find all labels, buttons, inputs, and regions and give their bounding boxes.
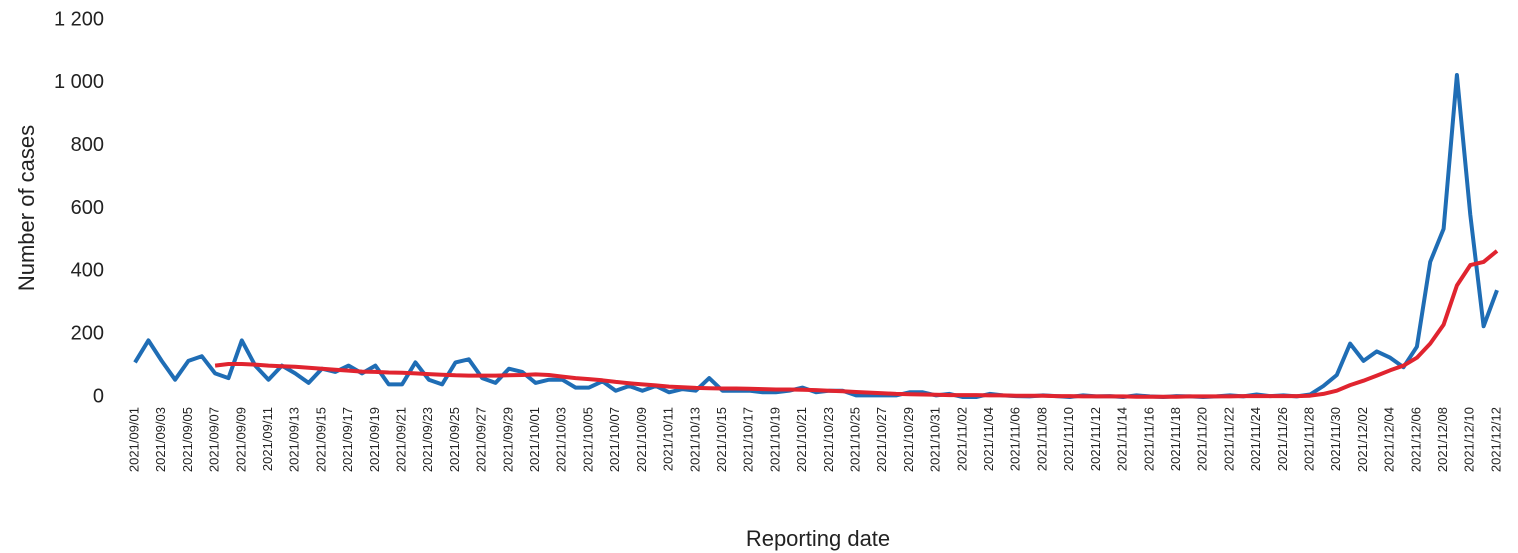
x-tick-label: 2021/09/27 — [474, 407, 489, 472]
x-tick-label: 2021/11/18 — [1168, 407, 1183, 471]
x-tick-label: 2021/10/25 — [847, 407, 862, 472]
x-tick-label: 2021/10/19 — [767, 407, 782, 472]
x-tick-label: 2021/10/01 — [527, 407, 542, 472]
x-tick-label: 2021/09/11 — [260, 407, 275, 471]
x-tick-label: 2021/09/29 — [500, 407, 515, 472]
x-tick-label: 2021/11/10 — [1061, 407, 1076, 471]
x-tick-label: 2021/10/03 — [554, 407, 569, 472]
x-tick-label: 2021/09/13 — [287, 407, 302, 472]
y-tick-label: 1 200 — [54, 8, 104, 30]
x-tick-label: 2021/10/11 — [661, 407, 676, 471]
series-line — [133, 73, 1499, 399]
x-tick-label: 2021/11/28 — [1301, 407, 1316, 471]
x-tick-label: 2021/10/31 — [928, 407, 943, 472]
x-tick-label: 2021/11/06 — [1008, 407, 1023, 471]
x-tick-label: 2021/10/17 — [741, 407, 756, 472]
x-tick-label: 2021/11/22 — [1221, 407, 1236, 471]
y-tick-label: 0 — [93, 385, 104, 407]
y-tick-label: 800 — [71, 134, 104, 156]
x-tick-label: 2021/12/06 — [1408, 407, 1423, 472]
x-tick-label: 2021/09/25 — [447, 407, 462, 472]
x-tick-label: 2021/10/15 — [714, 407, 729, 472]
x-tick-label: 2021/10/21 — [794, 407, 809, 472]
x-tick-label: 2021/10/27 — [874, 407, 889, 472]
x-tick-label: 2021/09/19 — [367, 407, 382, 472]
y-tick-label: 1 000 — [54, 71, 104, 93]
x-tick-label: 2021/10/13 — [687, 407, 702, 472]
y-tick-label: 600 — [71, 197, 104, 219]
x-tick-label: 2021/11/14 — [1115, 407, 1130, 471]
x-tick-label: 2021/11/26 — [1275, 407, 1290, 471]
y-tick-label: 200 — [71, 322, 104, 344]
x-tick-label: 2021/12/10 — [1462, 407, 1477, 472]
x-tick-label: 2021/09/15 — [313, 407, 328, 472]
x-tick-label: 2021/11/02 — [954, 407, 969, 471]
x-tick-label: 2021/11/16 — [1141, 407, 1156, 471]
x-tick-label: 2021/09/03 — [153, 407, 168, 472]
x-tick-label: 2021/10/29 — [901, 407, 916, 472]
x-tick-label: 2021/09/21 — [393, 407, 408, 472]
x-tick-label: 2021/11/24 — [1248, 407, 1263, 471]
x-tick-label: 2021/12/02 — [1355, 407, 1370, 472]
x-tick-label: 2021/12/12 — [1488, 407, 1503, 472]
x-tick-label: 2021/11/08 — [1034, 407, 1049, 471]
x-tick-label: 2021/12/08 — [1435, 407, 1450, 472]
x-tick-label: 2021/12/04 — [1382, 407, 1397, 472]
x-tick-label: 2021/10/05 — [580, 407, 595, 472]
series-line — [214, 249, 1499, 399]
x-tick-label: 2021/11/20 — [1195, 407, 1210, 471]
y-tick-label: 400 — [71, 260, 104, 282]
x-tick-label: 2021/10/23 — [821, 407, 836, 472]
x-tick-label: 2021/09/07 — [207, 407, 222, 472]
x-tick-label: 2021/09/23 — [420, 407, 435, 472]
x-tick-label: 2021/09/17 — [340, 407, 355, 472]
x-tick-label: 2021/11/04 — [981, 407, 996, 471]
x-tick-label: 2021/10/09 — [634, 407, 649, 472]
x-tick-label: 2021/11/30 — [1328, 407, 1343, 471]
x-tick-label: 2021/11/12 — [1088, 407, 1103, 471]
y-axis-title: Number of cases — [14, 125, 39, 291]
x-tick-label: 2021/09/09 — [233, 407, 248, 472]
x-tick-label: 2021/10/07 — [607, 407, 622, 472]
x-tick-label: 2021/09/01 — [126, 407, 141, 472]
x-tick-label: 2021/09/05 — [180, 407, 195, 472]
x-axis-title: Reporting date — [746, 526, 890, 551]
